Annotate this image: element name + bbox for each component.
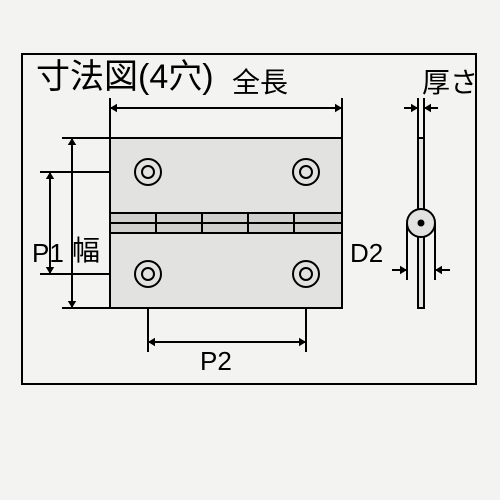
hole-inner-0 [142,166,154,178]
hole-inner-2 [142,268,154,280]
label-haba: 幅 [72,235,100,266]
label-atsusa: 厚さ [422,67,478,98]
label-zencho: 全長 [232,67,288,98]
label-d2: D2 [350,238,383,268]
title-text: 寸法図(4穴) [36,58,214,96]
hole-inner-3 [300,268,312,280]
diagram-svg: 寸法図(4穴) 全長 厚さ P1 幅 D2 P2 [0,0,500,500]
label-p1: P1 [32,238,64,268]
hole-inner-1 [300,166,312,178]
side-center [418,220,424,226]
label-p2: P2 [200,346,232,376]
